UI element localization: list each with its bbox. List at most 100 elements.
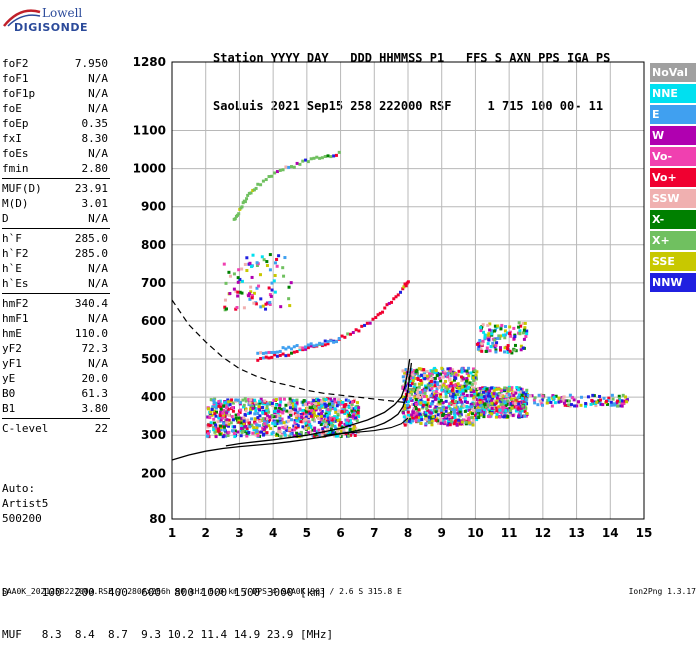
echo-point bbox=[513, 335, 517, 339]
param-row: foF2 7.950 bbox=[2, 56, 108, 71]
echo-point bbox=[344, 418, 348, 422]
echo-point bbox=[477, 405, 481, 409]
echo-point bbox=[217, 404, 221, 408]
echo-point bbox=[460, 422, 464, 426]
echo-point bbox=[467, 374, 471, 378]
echo-point bbox=[517, 406, 521, 410]
echo-point bbox=[413, 407, 417, 411]
echo-point bbox=[547, 396, 551, 400]
echo-point bbox=[292, 424, 296, 428]
param-value: N/A bbox=[88, 212, 108, 225]
echo-point bbox=[441, 401, 445, 405]
echo-point bbox=[487, 391, 491, 395]
echo-point bbox=[320, 404, 324, 408]
echo-point bbox=[549, 400, 553, 404]
param-row: yF2 72.3 bbox=[2, 341, 108, 356]
echo-point bbox=[434, 406, 438, 410]
echo-point bbox=[502, 415, 506, 419]
echo-point bbox=[463, 400, 467, 404]
echo-point bbox=[475, 342, 479, 346]
echo-point bbox=[492, 399, 496, 403]
echo-point bbox=[491, 397, 495, 401]
echo-point bbox=[481, 340, 485, 344]
trace-point bbox=[323, 339, 327, 343]
echo-point bbox=[441, 375, 445, 379]
echo-point bbox=[415, 415, 419, 419]
echo-point bbox=[622, 402, 626, 406]
echo-point bbox=[253, 407, 257, 411]
echo-point bbox=[337, 401, 341, 405]
echo-point bbox=[428, 384, 432, 388]
echo-point bbox=[593, 400, 597, 404]
echo-point bbox=[460, 385, 464, 389]
param-label: h`E bbox=[2, 262, 22, 275]
echo-point bbox=[328, 408, 332, 412]
echo-point bbox=[207, 423, 211, 427]
x-tick-label: 7 bbox=[370, 526, 378, 540]
echo-point bbox=[283, 433, 287, 437]
echo-point bbox=[431, 392, 435, 396]
param-label: B1 bbox=[2, 402, 16, 415]
echo-point bbox=[226, 434, 230, 438]
echo-point bbox=[462, 392, 466, 396]
echo-point bbox=[341, 400, 345, 404]
echo-point bbox=[440, 410, 444, 414]
lower-trace-curve bbox=[323, 417, 409, 436]
echo-point bbox=[620, 401, 624, 405]
echo-point bbox=[487, 332, 491, 336]
param-separator bbox=[2, 293, 110, 294]
echo-point bbox=[505, 407, 509, 411]
trace-point bbox=[326, 340, 330, 344]
echo-point bbox=[461, 389, 465, 393]
trace-point bbox=[304, 158, 308, 162]
echo-point bbox=[330, 421, 334, 425]
echo-point bbox=[428, 381, 432, 385]
echo-point bbox=[266, 414, 270, 418]
echo-point bbox=[428, 372, 432, 376]
echo-point bbox=[409, 376, 413, 380]
echo-point bbox=[225, 411, 229, 415]
echo-point bbox=[444, 399, 448, 403]
echo-point bbox=[522, 391, 526, 395]
echo-point bbox=[414, 370, 418, 374]
echo-point bbox=[237, 416, 241, 420]
echo-point bbox=[348, 418, 352, 422]
trace-point bbox=[284, 347, 288, 351]
echo-point bbox=[209, 421, 213, 425]
echo-point bbox=[267, 286, 271, 290]
trace-point bbox=[278, 349, 282, 353]
echo-point bbox=[482, 415, 486, 419]
echo-point bbox=[519, 324, 523, 328]
echo-point bbox=[212, 401, 216, 405]
y-tick-label: 400 bbox=[141, 390, 166, 404]
echo-point bbox=[435, 419, 439, 423]
echo-point bbox=[219, 428, 223, 432]
echo-point bbox=[444, 379, 448, 383]
echo-point bbox=[343, 412, 347, 416]
echo-point bbox=[224, 424, 228, 428]
param-row: h`Es N/A bbox=[2, 276, 108, 291]
echo-point bbox=[446, 375, 450, 379]
echo-point bbox=[317, 417, 321, 421]
echo-point bbox=[471, 410, 475, 414]
echo-point bbox=[278, 416, 282, 420]
echo-point bbox=[336, 412, 340, 416]
echo-point bbox=[336, 429, 340, 433]
echo-point bbox=[441, 405, 445, 409]
param-value: 285.0 bbox=[74, 247, 108, 260]
echo-point bbox=[233, 425, 237, 429]
trace-point bbox=[371, 317, 375, 321]
echo-point bbox=[414, 407, 418, 411]
echo-point bbox=[213, 427, 217, 431]
trace-point bbox=[281, 168, 285, 172]
echo-point bbox=[245, 427, 249, 431]
echo-point bbox=[340, 410, 344, 414]
echo-point bbox=[214, 423, 218, 427]
echo-point bbox=[415, 399, 419, 403]
echo-point bbox=[513, 348, 517, 352]
echo-point bbox=[264, 302, 268, 306]
echo-point bbox=[525, 411, 529, 415]
echo-point bbox=[314, 402, 318, 406]
echo-point bbox=[351, 416, 355, 420]
echo-point bbox=[206, 425, 210, 429]
